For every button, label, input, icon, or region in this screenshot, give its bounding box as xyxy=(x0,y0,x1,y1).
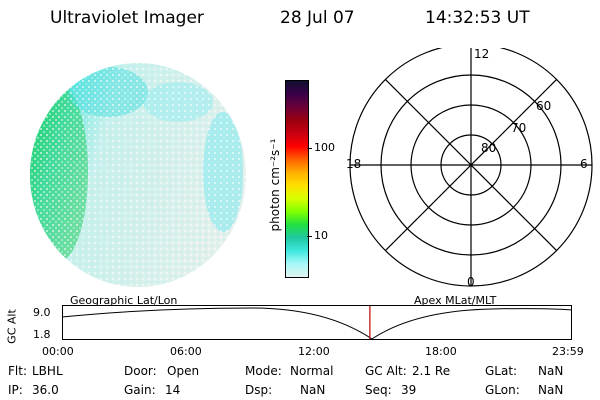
timeline-tick-3: 18:00 xyxy=(425,345,457,358)
glon-label: GLon: xyxy=(485,383,520,397)
timeline-tick-4: 23:59 xyxy=(552,345,584,358)
dsp-value: NaN xyxy=(300,383,326,397)
info-panel: Flt: LBHL Door: Open Mode: Normal GC Alt… xyxy=(0,364,600,400)
glat-label: GLat: xyxy=(485,364,518,378)
timeline-tick-0: 00:00 xyxy=(42,345,74,358)
seq-label: Seq: xyxy=(365,383,392,397)
gc-altitude-curve xyxy=(62,307,572,340)
timeline-axis-label: GC Alt xyxy=(5,309,19,344)
colorbar-unit-label: photon cm⁻²s⁻¹ xyxy=(268,138,282,232)
timeline-tick-2: 12:00 xyxy=(298,345,330,358)
gcalt-label: GC Alt: xyxy=(365,364,407,378)
mlt-label-6: 6 xyxy=(580,157,588,171)
mlat-label-80: 80 xyxy=(481,141,496,155)
mlt-label-0: 0 xyxy=(467,275,475,289)
polar-mlat-mlt-plot: 12 18 6 0 60 70 80 xyxy=(346,48,593,289)
glat-value: NaN xyxy=(538,364,564,378)
timeline-plot xyxy=(62,305,572,340)
seq-value: 39 xyxy=(401,383,417,397)
uv-globe-image xyxy=(30,63,246,287)
image-time: 14:32:53 UT xyxy=(425,8,530,28)
timeline-y-max: 9.0 xyxy=(33,306,51,319)
mlt-label-18: 18 xyxy=(346,157,361,171)
dsp-label: Dsp: xyxy=(245,383,273,397)
ip-label: IP: xyxy=(8,383,23,397)
right-map-label: Apex MLat/MLT xyxy=(414,294,497,307)
gcalt-value: 2.1 Re xyxy=(412,364,451,378)
glon-value: NaN xyxy=(538,383,564,397)
colorbar-tick-mark-10 xyxy=(307,236,312,237)
mode-label: Mode: xyxy=(245,364,282,378)
instrument-title: Ultraviolet Imager xyxy=(50,8,204,28)
colorbar xyxy=(285,80,309,278)
gain-label: Gain: xyxy=(124,383,156,397)
mlat-label-60: 60 xyxy=(536,99,551,113)
mlt-label-12: 12 xyxy=(474,48,489,61)
image-date: 28 Jul 07 xyxy=(280,8,355,28)
colorbar-tick-10: 10 xyxy=(314,229,328,242)
mode-value: Normal xyxy=(290,364,334,378)
mlat-label-70: 70 xyxy=(511,121,526,135)
polar-diagonal-2 xyxy=(384,78,558,252)
timeline-tick-1: 06:00 xyxy=(170,345,202,358)
left-map-label: Geographic Lat/Lon xyxy=(70,294,178,307)
flt-label: Flt: xyxy=(8,364,27,378)
colorbar-tick-mark-100 xyxy=(307,148,312,149)
timeline-y-min: 1.8 xyxy=(33,328,51,341)
door-value: Open xyxy=(167,364,200,378)
flt-value: LBHL xyxy=(32,364,63,378)
ip-value: 36.0 xyxy=(32,383,59,397)
gain-value: 14 xyxy=(165,383,181,397)
colorbar-tick-100: 100 xyxy=(314,141,335,154)
door-label: Door: xyxy=(124,364,157,378)
